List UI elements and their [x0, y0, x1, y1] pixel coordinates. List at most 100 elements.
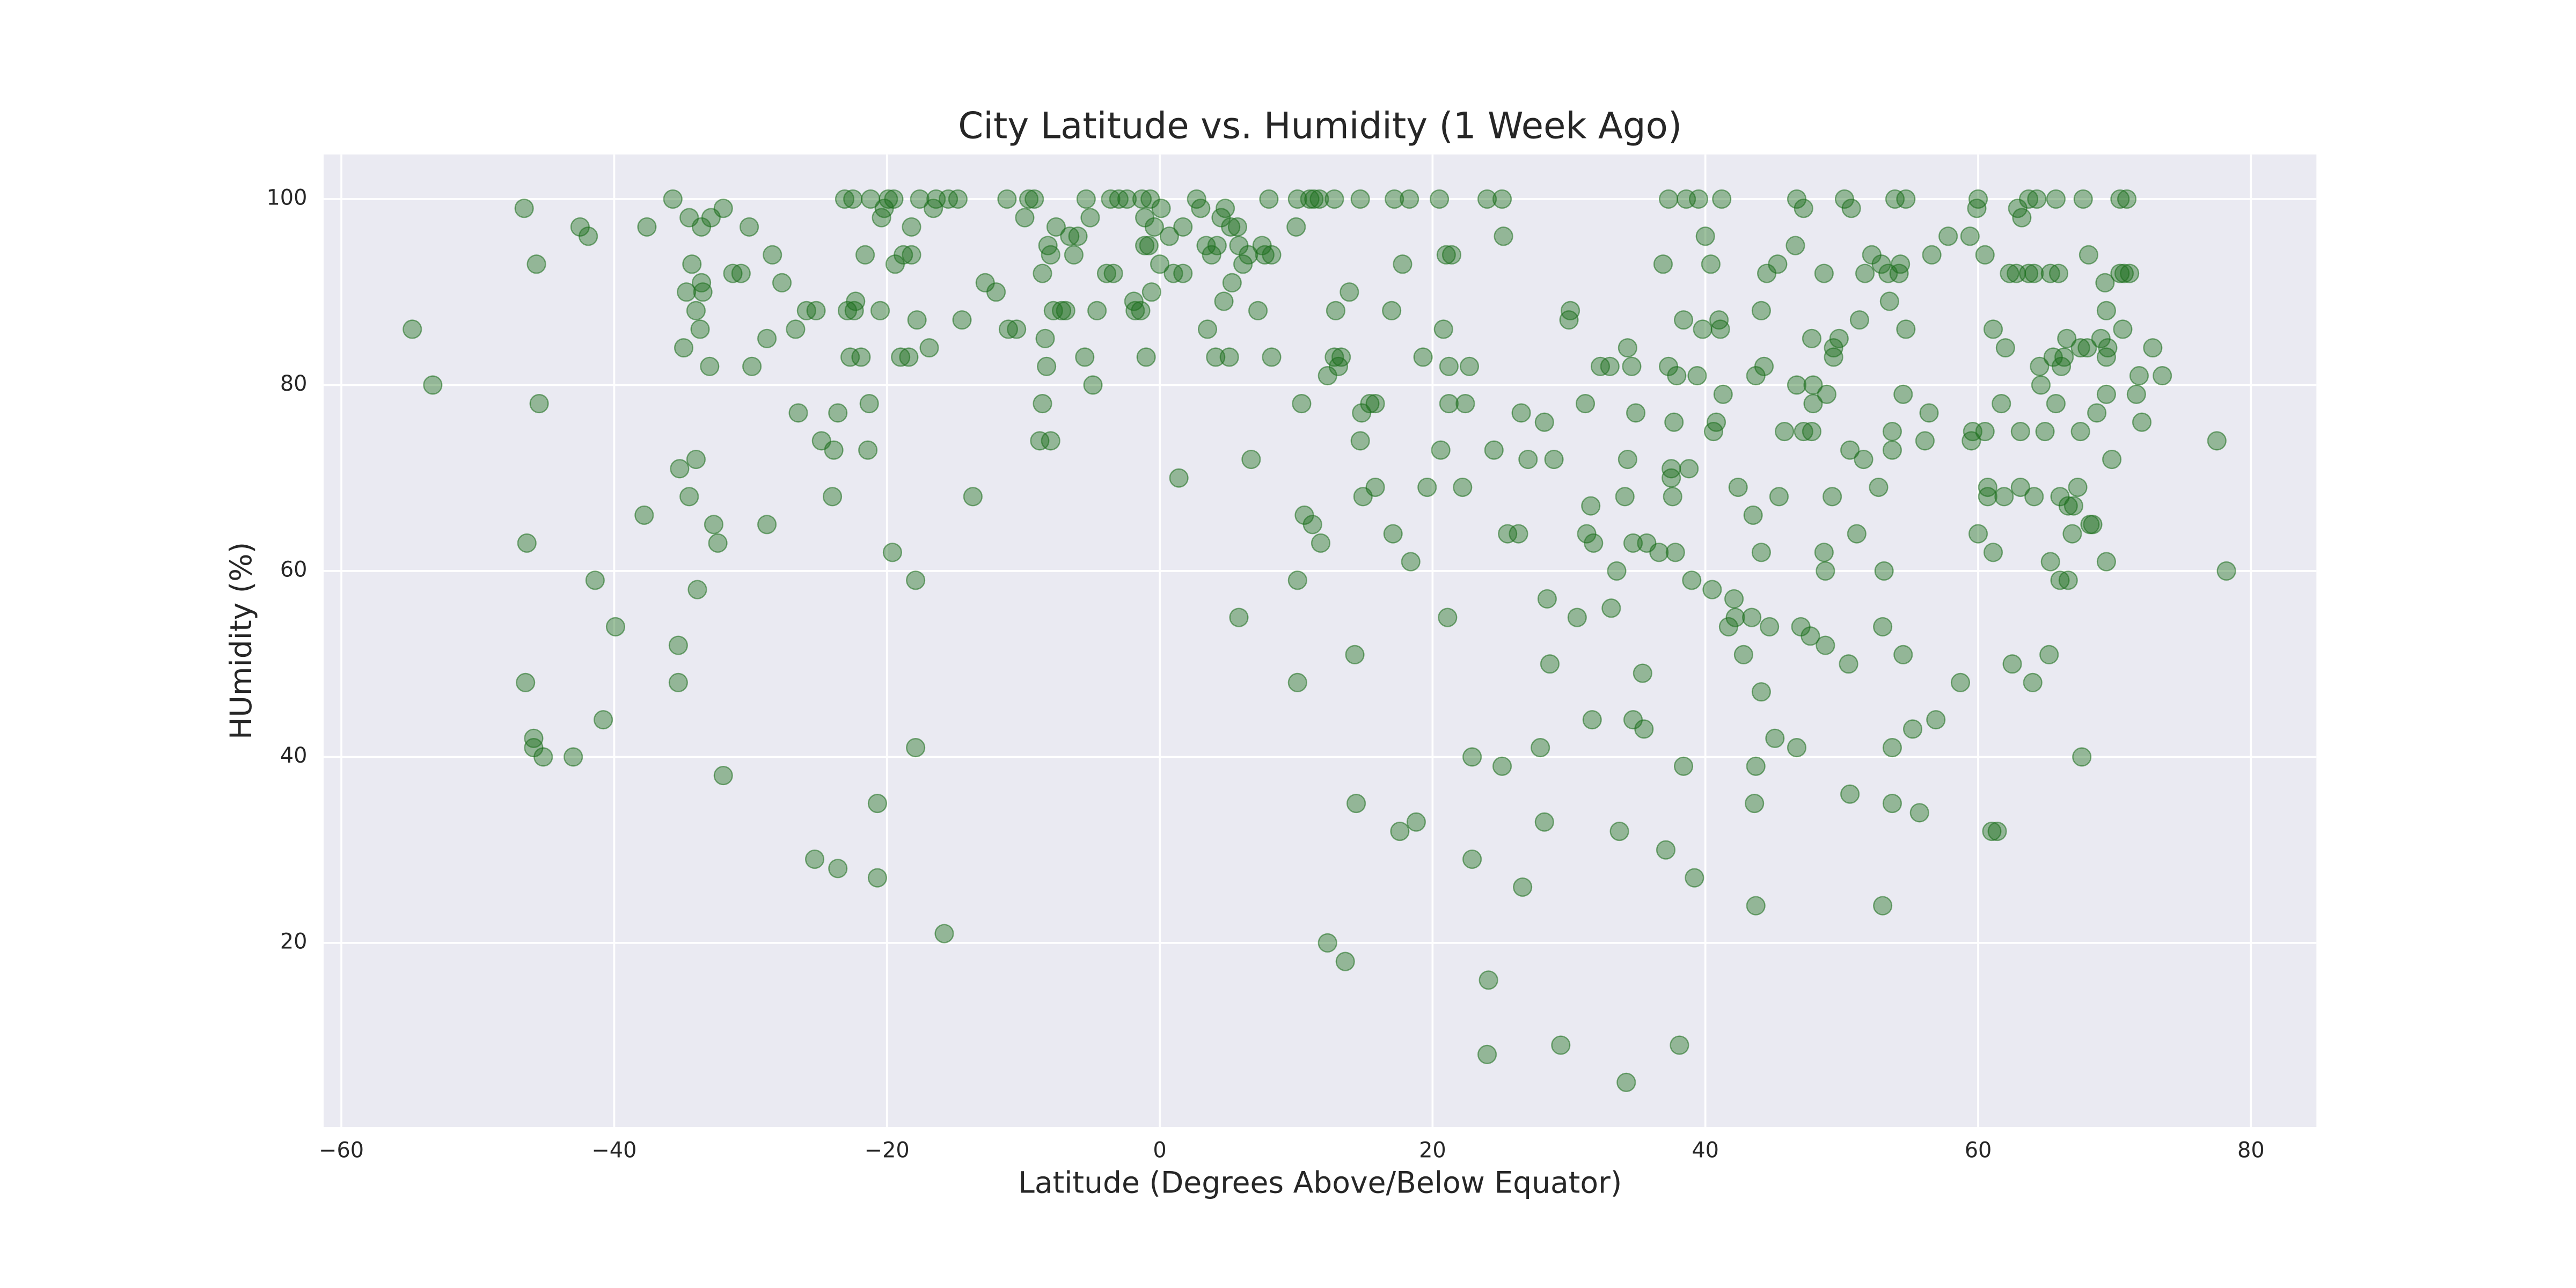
data-point — [2132, 412, 2152, 432]
data-point — [1841, 199, 1861, 218]
data-point — [1136, 347, 1156, 367]
data-point — [1401, 552, 1421, 572]
data-point — [1725, 608, 1745, 627]
data-point — [1132, 189, 1152, 209]
data-point — [1196, 236, 1216, 255]
x-tick-label: 60 — [1965, 1138, 1992, 1162]
data-point — [2054, 347, 2074, 367]
data-point — [713, 199, 733, 218]
data-point — [1975, 245, 1995, 265]
data-point — [1765, 728, 1785, 748]
data-point — [1087, 301, 1107, 320]
data-point — [2083, 515, 2103, 535]
data-point — [824, 440, 844, 460]
data-point — [1197, 319, 1218, 339]
data-point — [1509, 524, 1528, 544]
data-point — [1653, 254, 1673, 274]
data-point — [1382, 301, 1402, 320]
data-point — [1324, 189, 1344, 209]
data-point — [2012, 208, 2032, 228]
data-point — [1688, 189, 1709, 209]
data-point — [1286, 217, 1306, 237]
x-tick-label: −20 — [865, 1138, 910, 1162]
data-point — [1441, 245, 1462, 265]
data-point — [1262, 347, 1282, 367]
data-point — [1219, 347, 1239, 367]
data-point — [2018, 189, 2039, 209]
x-tick-label: 20 — [1419, 1138, 1446, 1162]
data-point — [1787, 738, 1807, 758]
data-point — [1665, 543, 1685, 562]
data-point — [731, 264, 751, 283]
data-point — [899, 347, 919, 367]
data-point — [1292, 394, 1312, 414]
data-point — [757, 515, 777, 535]
data-point — [1453, 477, 1473, 497]
data-point — [2070, 421, 2090, 442]
data-point — [1417, 477, 1437, 497]
data-point — [2126, 384, 2146, 404]
data-point — [902, 217, 921, 237]
data-point — [1477, 1044, 1497, 1064]
data-point — [1915, 431, 1935, 451]
data-point — [1823, 487, 1842, 507]
data-point — [723, 264, 743, 283]
data-point — [998, 319, 1019, 339]
data-point — [1287, 570, 1307, 590]
data-point — [674, 338, 694, 358]
data-point — [713, 766, 733, 786]
data-point — [2087, 403, 2107, 423]
data-point — [1125, 301, 1145, 320]
data-point — [1754, 356, 1774, 376]
data-point — [1616, 1072, 1636, 1092]
data-point — [1662, 468, 1681, 488]
data-point — [1534, 412, 1554, 432]
data-point — [1609, 821, 1629, 841]
data-point — [1498, 524, 1518, 544]
data-point — [1365, 477, 1385, 497]
data-point — [1056, 301, 1075, 320]
data-point — [1687, 366, 1707, 386]
data-point — [823, 487, 843, 507]
data-point — [1760, 617, 1780, 636]
data-point — [1873, 896, 1893, 916]
data-point — [1882, 738, 1902, 758]
data-point — [2070, 338, 2090, 358]
data-point — [1340, 282, 1359, 302]
data-point — [2031, 375, 2051, 395]
data-point — [585, 570, 605, 590]
data-point — [1746, 756, 1766, 776]
data-point — [1693, 319, 1713, 339]
data-point — [1350, 431, 1370, 451]
data-point — [1068, 226, 1088, 246]
data-point — [1938, 226, 1958, 246]
data-point — [1854, 449, 1874, 470]
x-tick-label: −40 — [591, 1138, 636, 1162]
data-point — [1439, 356, 1459, 376]
data-point — [516, 672, 536, 692]
data-point — [1262, 245, 1282, 265]
data-point — [1239, 245, 1258, 265]
data-point — [846, 291, 866, 311]
data-point — [1751, 543, 1771, 562]
data-point — [1882, 421, 1902, 442]
data-point — [1968, 189, 1988, 209]
data-point — [2073, 189, 2093, 209]
data-point — [1561, 301, 1580, 320]
data-point — [1080, 208, 1100, 228]
data-point — [1710, 319, 1730, 339]
data-point — [1768, 254, 1788, 274]
data-point — [1745, 794, 1765, 814]
data-point — [686, 301, 706, 320]
data-point — [1922, 245, 1942, 265]
data-point — [1311, 533, 1331, 553]
data-point — [1221, 217, 1241, 237]
data-point — [867, 794, 888, 814]
data-point — [2048, 264, 2069, 283]
data-point — [1960, 226, 1980, 246]
data-point — [1724, 589, 1744, 609]
data-point — [1802, 421, 1821, 442]
x-tick-label: −60 — [319, 1138, 364, 1162]
data-point — [1287, 672, 1307, 692]
